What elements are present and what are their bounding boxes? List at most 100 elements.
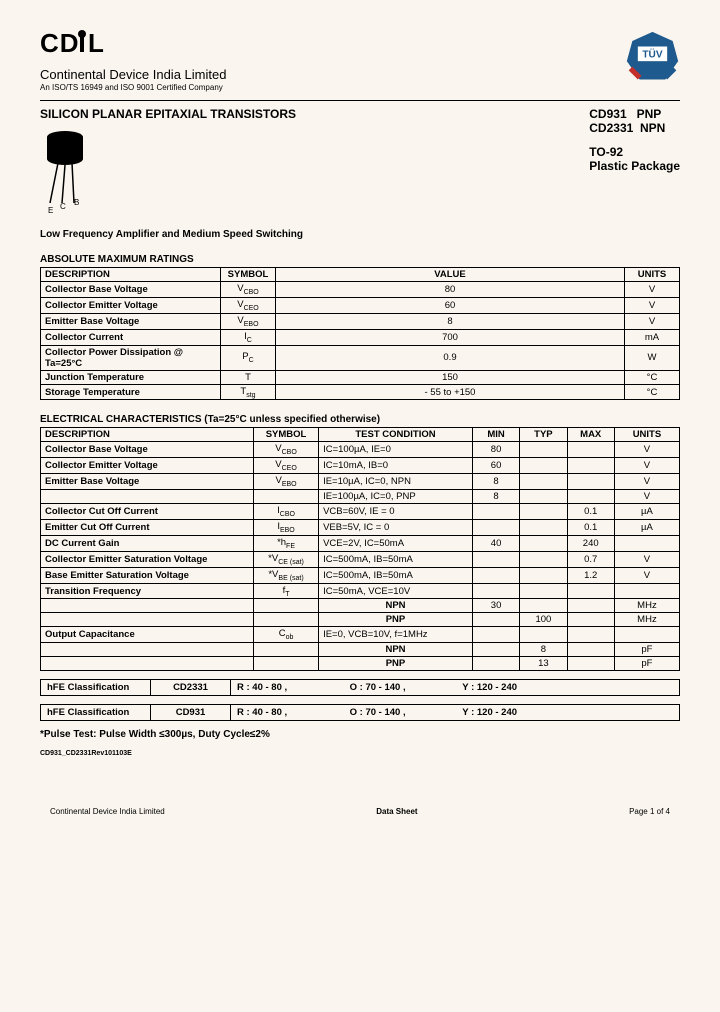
- col-sym: SYMBOL: [254, 428, 319, 442]
- cell-typ: [520, 551, 567, 567]
- cell-tc: IC=500mA, IB=50mA: [319, 567, 473, 583]
- cell-desc: Base Emitter Saturation Voltage: [41, 567, 254, 583]
- hfe-r: R : 40 - 80 ,: [237, 682, 347, 693]
- cell-desc: Emitter Base Voltage: [41, 474, 254, 490]
- table-row: Output CapacitanceCobIE=0, VCB=10V, f=1M…: [41, 627, 680, 643]
- table-row: Collector Power Dissipation @ Ta=25°CPC0…: [41, 345, 680, 370]
- cell-sym: IEBO: [254, 520, 319, 536]
- col-unit: UNITS: [625, 268, 680, 282]
- cell-min: [472, 504, 519, 520]
- cell-desc: [41, 490, 254, 504]
- header: CD L Continental Device India Limited An…: [40, 30, 680, 92]
- cell-val: 80: [276, 282, 625, 298]
- table-row: Collector Base VoltageVCBOIC=100µA, IE=0…: [41, 442, 680, 458]
- cell-desc: Emitter Cut Off Current: [41, 520, 254, 536]
- cell-tc: VCB=60V, IE = 0: [319, 504, 473, 520]
- cell-tc: NPN: [319, 643, 473, 657]
- cell-tc: NPN: [319, 599, 473, 613]
- cell-min: 60: [472, 458, 519, 474]
- table-row: IE=100µA, IC=0, PNP8 V: [41, 490, 680, 504]
- cell-typ: 100: [520, 613, 567, 627]
- type2: NPN: [640, 121, 665, 135]
- hfe-part: CD931: [151, 705, 231, 721]
- pkg1: TO-92: [589, 145, 680, 159]
- table-row: Collector Emitter VoltageVCEOIC=10mA, IB…: [41, 458, 680, 474]
- cell-max: [567, 474, 614, 490]
- cell-unit: [614, 583, 679, 599]
- cell-sym: [254, 643, 319, 657]
- cell-max: 1.2: [567, 567, 614, 583]
- cell-tc: IE=100µA, IC=0, PNP: [319, 490, 473, 504]
- cell-desc: [41, 657, 254, 671]
- cell-val: 60: [276, 297, 625, 313]
- svg-text:CD: CD: [40, 30, 80, 58]
- cell-max: [567, 643, 614, 657]
- cell-unit: V: [625, 282, 680, 298]
- cell-desc: [41, 613, 254, 627]
- footer-center: Data Sheet: [376, 807, 417, 816]
- hfe-table-1: hFE Classification CD2331 R : 40 - 80 , …: [40, 679, 680, 696]
- cell-unit: °C: [625, 384, 680, 400]
- hfe-label: hFE Classification: [41, 680, 151, 696]
- table-row: DC Current Gain*hFEVCE=2V, IC=50mA40240: [41, 535, 680, 551]
- title-right-block: CD931 PNP CD2331 NPN TO-92 Plastic Packa…: [589, 107, 680, 173]
- table-row: Base Emitter Saturation Voltage*VBE (sat…: [41, 567, 680, 583]
- cell-min: [472, 613, 519, 627]
- cell-desc: Storage Temperature: [41, 384, 221, 400]
- table-row: Collector Emitter Saturation Voltage*VCE…: [41, 551, 680, 567]
- cell-tc: IC=50mA, VCE=10V: [319, 583, 473, 599]
- cell-typ: [520, 442, 567, 458]
- table-row: Collector Emitter VoltageVCEO60V: [41, 297, 680, 313]
- table-row: PNP100MHz: [41, 613, 680, 627]
- cell-desc: [41, 599, 254, 613]
- cell-val: 8: [276, 313, 625, 329]
- cell-sym: *VCE (sat): [254, 551, 319, 567]
- pin-e-label: E: [48, 206, 53, 215]
- cell-unit: V: [614, 551, 679, 567]
- cell-typ: 8: [520, 643, 567, 657]
- cell-unit: V: [614, 490, 679, 504]
- table-row: Transition FrequencyfTIC=50mA, VCE=10V: [41, 583, 680, 599]
- cell-tc: PNP: [319, 657, 473, 671]
- table-row: Storage TemperatureTstg- 55 to +150°C: [41, 384, 680, 400]
- cell-desc: Emitter Base Voltage: [41, 313, 221, 329]
- col-desc: DESCRIPTION: [41, 428, 254, 442]
- cell-min: 80: [472, 442, 519, 458]
- cell-typ: 13: [520, 657, 567, 671]
- type1: PNP: [637, 107, 662, 121]
- cell-tc: IC=500mA, IB=50mA: [319, 551, 473, 567]
- pkg2: Plastic Package: [589, 159, 680, 173]
- cell-min: 40: [472, 535, 519, 551]
- cell-max: 0.1: [567, 520, 614, 536]
- cell-max: [567, 599, 614, 613]
- svg-text:TÜV: TÜV: [642, 48, 662, 61]
- footer: Continental Device India Limited Data Sh…: [40, 807, 680, 816]
- cell-min: 8: [472, 490, 519, 504]
- cell-sym: [254, 613, 319, 627]
- cell-typ: [520, 583, 567, 599]
- cell-unit: MHz: [614, 599, 679, 613]
- col-tc: TEST CONDITION: [319, 428, 473, 442]
- cell-val: 0.9: [276, 345, 625, 370]
- cell-typ: [520, 567, 567, 583]
- col-val: VALUE: [276, 268, 625, 282]
- cell-typ: [520, 535, 567, 551]
- cell-unit: pF: [614, 643, 679, 657]
- cell-val: 700: [276, 329, 625, 345]
- cell-typ: [520, 490, 567, 504]
- company-name: Continental Device India Limited: [40, 67, 226, 82]
- cell-sym: VCEO: [254, 458, 319, 474]
- cell-unit: [614, 627, 679, 643]
- cell-desc: Transition Frequency: [41, 583, 254, 599]
- svg-text:L: L: [88, 30, 105, 58]
- elec-title: ELECTRICAL CHARACTERISTICS (Ta=25°C unle…: [40, 414, 680, 425]
- cell-sym: VCBO: [221, 282, 276, 298]
- table-row: Collector Base VoltageVCBO80V: [41, 282, 680, 298]
- cell-sym: T: [221, 370, 276, 384]
- cell-sym: *VBE (sat): [254, 567, 319, 583]
- cell-sym: [254, 599, 319, 613]
- cell-desc: [41, 643, 254, 657]
- cell-tc: IC=10mA, IB=0: [319, 458, 473, 474]
- cell-sym: [254, 657, 319, 671]
- table-row: Emitter Cut Off CurrentIEBOVEB=5V, IC = …: [41, 520, 680, 536]
